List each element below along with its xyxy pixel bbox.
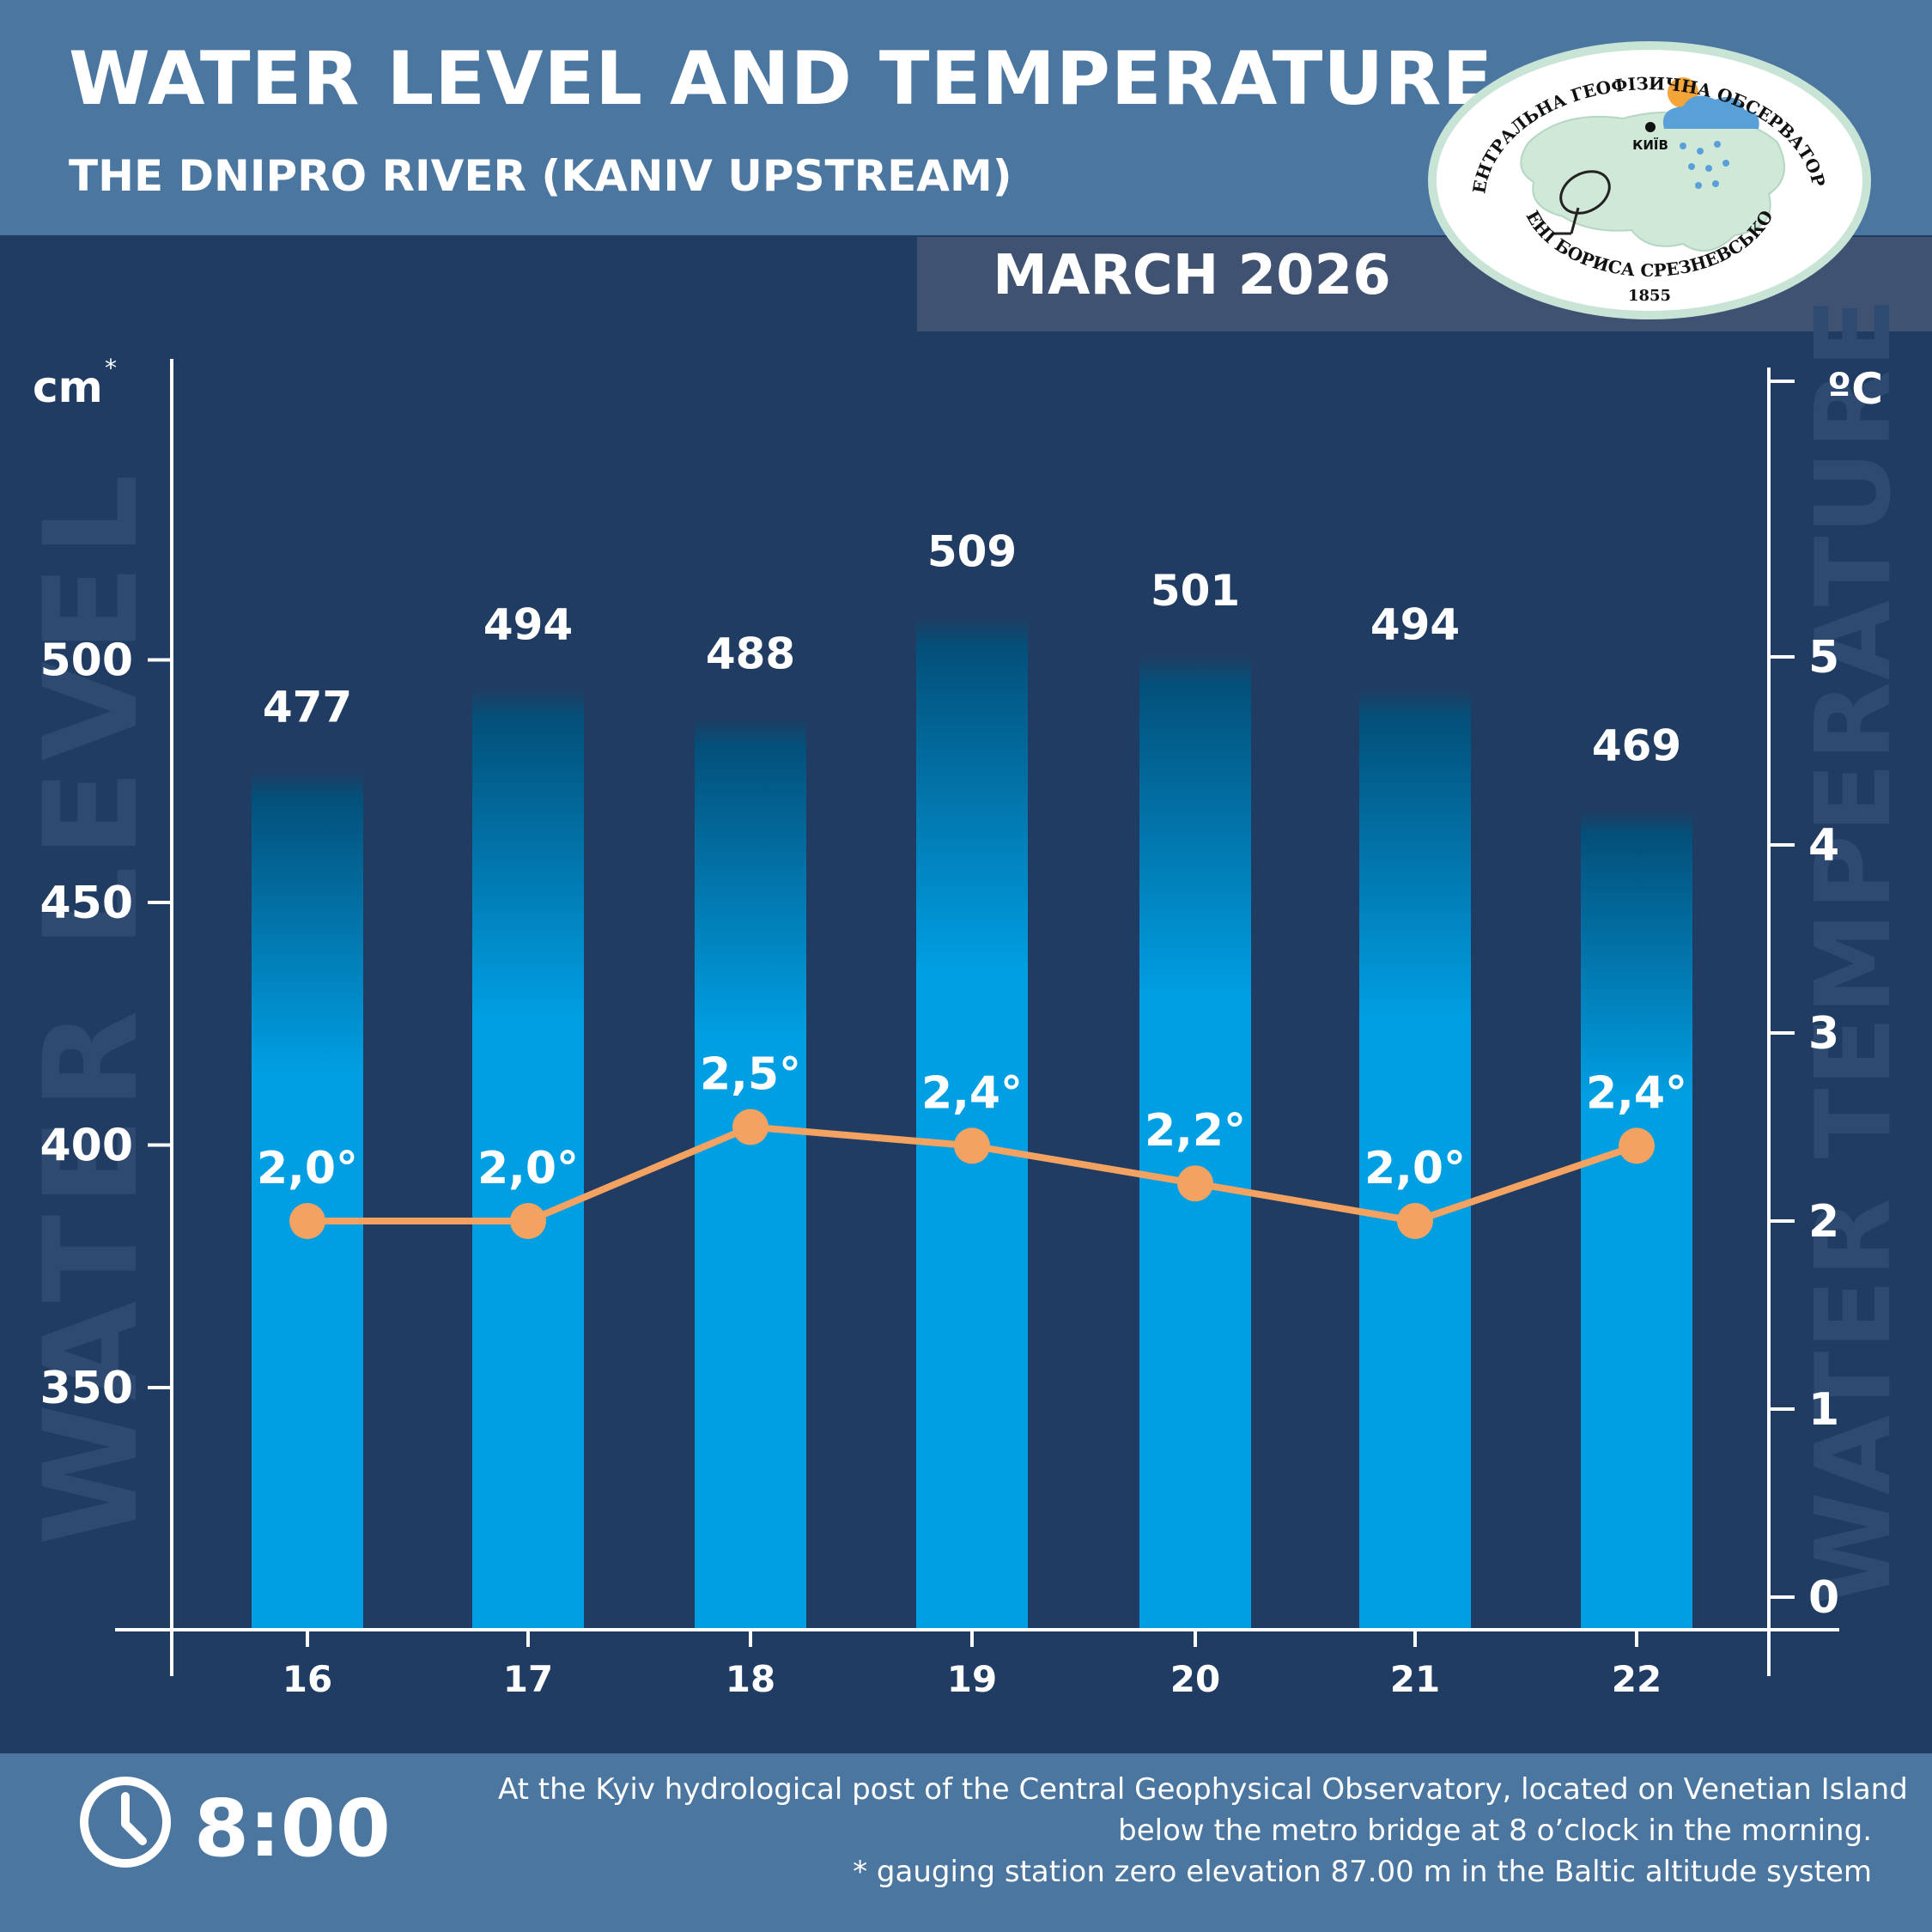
page-subtitle: THE DNIPRO RIVER (KANIV UPSTREAM) [69, 151, 1012, 201]
footer-note-line: At the Kyiv hydrological post of the Cen… [498, 1772, 1908, 1807]
right-tick-label: 1 [1808, 1384, 1839, 1436]
kyiv-dot-icon [1645, 122, 1656, 132]
temperature-point [289, 1203, 325, 1239]
temperature-point [954, 1127, 990, 1164]
bar [1139, 654, 1251, 1630]
x-tick-label: 20 [1170, 1658, 1220, 1700]
temperature-point [1619, 1127, 1655, 1164]
left-axis-watermark: WATER LEVEL [17, 465, 167, 1546]
left-tick-label: 500 [39, 635, 133, 687]
temperature-label: 2,0° [1364, 1143, 1466, 1194]
cloud-icon [1662, 95, 1759, 129]
bar [252, 771, 363, 1630]
footer-note: At the Kyiv hydrological post of the Cen… [498, 1769, 1908, 1893]
bar [1359, 689, 1471, 1630]
left-axis-unit-mark: * [105, 354, 117, 382]
x-tick-label: 16 [283, 1658, 332, 1700]
footer-band [0, 1753, 1932, 1932]
x-tick-label: 17 [503, 1658, 553, 1700]
bar [1581, 810, 1692, 1630]
right-tick-label: 3 [1808, 1008, 1839, 1060]
temperature-point [732, 1109, 769, 1145]
water-chart: WATER LEVEL WATER TEMPERATURE 477 494 488 509… [17, 296, 1914, 1700]
left-tick-label: 400 [39, 1121, 133, 1172]
right-axis-unit: ºC [1827, 364, 1883, 414]
temperature-point [510, 1203, 546, 1239]
x-tick-label: 18 [726, 1658, 775, 1700]
right-axis-watermark: WATER TEMPERATURE [1795, 296, 1914, 1606]
bar-value-label: 494 [1370, 599, 1460, 649]
left-axis-unit: cm [33, 362, 103, 412]
footer-note-line: * gauging station zero elevation 87.00 m… [853, 1855, 1872, 1889]
clock-icon [80, 1777, 171, 1868]
month-label: MARCH 2026 [993, 244, 1391, 307]
temperature-label: 2,0° [477, 1143, 579, 1194]
right-tick-label: 4 [1808, 820, 1839, 872]
bar-value-label: 477 [263, 682, 352, 732]
rain-icon [1680, 141, 1729, 189]
logo-city: КИЇВ [1632, 137, 1668, 153]
temperature-label: 2,0° [257, 1143, 358, 1194]
right-tick-label: 0 [1808, 1572, 1839, 1624]
satellite-dish-icon [1554, 170, 1611, 235]
footer-note-line: below the metro bridge at 8 o’clock in t… [1118, 1814, 1872, 1848]
page-title: WATER LEVEL AND TEMPERATURE [69, 36, 1494, 122]
temperature-label: 2,5° [700, 1049, 801, 1101]
x-tick-label: 22 [1612, 1658, 1662, 1700]
observation-time: 8:00 [194, 1783, 391, 1874]
x-tick-label: 21 [1390, 1658, 1440, 1700]
bar-value-label: 469 [1592, 721, 1681, 771]
bar [695, 718, 806, 1630]
temperature-point [1177, 1165, 1213, 1202]
bar-value-label: 494 [483, 599, 573, 649]
bar [916, 616, 1028, 1630]
temperature-label: 2,2° [1145, 1105, 1246, 1157]
logo-year: 1855 [1628, 287, 1671, 305]
bar-value-label: 509 [927, 527, 1017, 577]
temperature-label: 2,4° [921, 1067, 1023, 1119]
bar-value-label: 488 [706, 629, 795, 678]
bar [472, 689, 584, 1630]
bar-value-label: 501 [1151, 566, 1240, 616]
temperature-label: 2,4° [1586, 1067, 1687, 1119]
left-tick-label: 450 [39, 878, 133, 929]
x-tick-label: 19 [947, 1658, 997, 1700]
left-tick-label: 350 [39, 1363, 133, 1414]
right-tick-label: 5 [1808, 632, 1839, 683]
temperature-point [1397, 1203, 1433, 1239]
right-tick-label: 2 [1808, 1196, 1839, 1248]
observatory-logo: КИЇВ ЦЕНТРАЛЬНА ГЕОФІЗИЧНА ОБСЕРВАТОРІЯ … [1425, 39, 1871, 319]
